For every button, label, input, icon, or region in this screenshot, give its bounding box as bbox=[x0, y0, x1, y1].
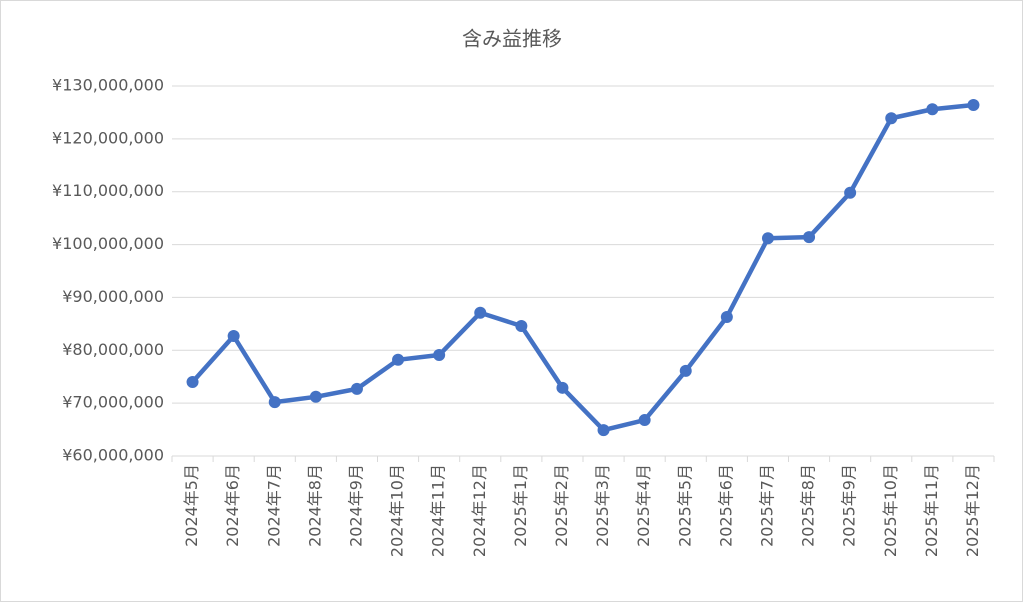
line bbox=[190, 102, 976, 433]
marker bbox=[679, 364, 692, 377]
marker bbox=[392, 353, 405, 366]
x-tick-label: 2025年7月 bbox=[757, 464, 776, 547]
marker bbox=[474, 306, 487, 319]
y-tick-label: ¥90,000,000 bbox=[62, 287, 164, 306]
y-tick-label: ¥130,000,000 bbox=[52, 76, 164, 95]
y-tick-label: ¥80,000,000 bbox=[62, 340, 164, 359]
marker bbox=[844, 186, 857, 199]
x-tick-label: 2025年12月 bbox=[963, 464, 982, 557]
x-tick-label: 2025年6月 bbox=[716, 464, 735, 547]
x-tick-label: 2025年11月 bbox=[922, 464, 941, 557]
marker bbox=[967, 99, 980, 112]
marker bbox=[556, 381, 569, 394]
x-tick-label: 2025年9月 bbox=[840, 464, 859, 547]
marker bbox=[926, 103, 939, 116]
marker bbox=[803, 231, 816, 244]
x-tick-label: 2025年1月 bbox=[511, 464, 530, 547]
marker bbox=[350, 382, 363, 395]
x-tick-label: 2024年6月 bbox=[223, 464, 242, 547]
marker bbox=[597, 424, 610, 437]
marker bbox=[515, 319, 528, 332]
x-tick-label: 2024年10月 bbox=[388, 464, 407, 557]
x-tick-label: 2025年5月 bbox=[675, 464, 694, 547]
marker bbox=[186, 376, 199, 388]
x-tick-label: 2024年11月 bbox=[429, 464, 448, 557]
marker bbox=[433, 349, 446, 362]
y-tick-label: ¥120,000,000 bbox=[52, 128, 164, 147]
x-tick-label: 2025年2月 bbox=[552, 464, 571, 547]
y-tick-label: ¥60,000,000 bbox=[62, 446, 164, 465]
y-tick-label: ¥110,000,000 bbox=[52, 181, 164, 200]
x-tick-label: 2025年3月 bbox=[593, 464, 612, 547]
marker bbox=[761, 232, 774, 245]
x-tick-label: 2024年12月 bbox=[470, 464, 489, 557]
marker bbox=[720, 310, 733, 323]
x-tick-label: 2024年8月 bbox=[305, 464, 324, 547]
y-tick-label: ¥100,000,000 bbox=[52, 234, 164, 253]
marker bbox=[885, 112, 898, 125]
x-tick-label: 2025年10月 bbox=[881, 464, 900, 557]
marker bbox=[309, 390, 322, 403]
marker bbox=[268, 396, 281, 409]
x-tick-label: 2024年5月 bbox=[182, 464, 201, 547]
x-tick-label: 2025年8月 bbox=[799, 464, 818, 547]
x-tick-label: 2024年7月 bbox=[264, 464, 283, 547]
marker bbox=[638, 414, 651, 427]
y-tick-label: ¥70,000,000 bbox=[62, 393, 164, 412]
x-tick-label: 2024年9月 bbox=[346, 464, 365, 547]
x-tick-label: 2025年4月 bbox=[634, 464, 653, 547]
marker bbox=[227, 330, 240, 343]
chart-title: 含み益推移 bbox=[462, 27, 562, 51]
